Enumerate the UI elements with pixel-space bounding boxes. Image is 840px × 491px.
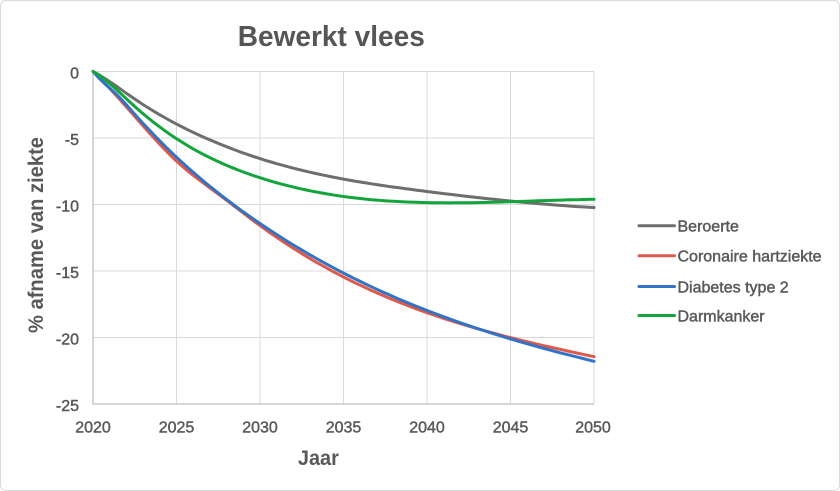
- svg-text:2050: 2050: [575, 419, 611, 436]
- svg-text:Coronaire hartziekte: Coronaire hartziekte: [678, 249, 822, 266]
- svg-text:% afname van ziekte: % afname van ziekte: [25, 137, 48, 333]
- svg-text:Diabetes type 2: Diabetes type 2: [678, 279, 789, 296]
- svg-text:2040: 2040: [409, 419, 445, 436]
- svg-text:2045: 2045: [493, 419, 529, 436]
- svg-text:-25: -25: [56, 398, 79, 415]
- svg-text:2030: 2030: [242, 419, 278, 436]
- svg-text:Jaar: Jaar: [298, 447, 339, 470]
- svg-text:-15: -15: [56, 265, 79, 282]
- svg-text:-10: -10: [56, 198, 79, 215]
- svg-text:2020: 2020: [75, 419, 111, 436]
- svg-text:-5: -5: [65, 132, 79, 149]
- svg-text:2025: 2025: [159, 419, 195, 436]
- svg-text:0: 0: [70, 65, 79, 82]
- svg-text:Darmkanker: Darmkanker: [678, 308, 766, 325]
- svg-text:Beroerte: Beroerte: [678, 219, 739, 236]
- svg-text:Bewerkt vlees: Bewerkt vlees: [238, 21, 425, 53]
- svg-text:2035: 2035: [326, 419, 362, 436]
- svg-text:-20: -20: [56, 331, 79, 348]
